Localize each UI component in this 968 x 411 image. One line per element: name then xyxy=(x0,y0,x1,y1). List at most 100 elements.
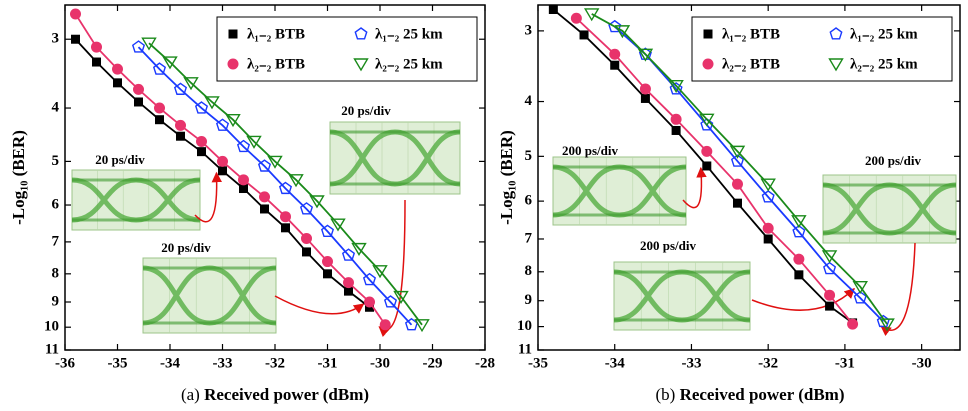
marker xyxy=(322,256,333,267)
marker xyxy=(847,319,858,330)
marker xyxy=(217,156,228,167)
y-tick-label: 4 xyxy=(525,93,533,109)
x-tick-label: -30 xyxy=(370,355,390,371)
marker xyxy=(154,103,165,114)
x-tick-label: -33 xyxy=(213,355,233,371)
marker xyxy=(176,132,185,141)
marker xyxy=(794,270,803,279)
marker xyxy=(702,161,711,170)
x-tick-label: -29 xyxy=(423,355,443,371)
y-tick-label: 10 xyxy=(517,318,532,334)
y-tick-label: 5 xyxy=(52,153,60,169)
x-tick-label: -31 xyxy=(318,355,338,371)
marker xyxy=(793,254,804,265)
legend-marker xyxy=(228,59,239,70)
marker xyxy=(732,179,743,190)
x-tick-label: -32 xyxy=(758,355,778,371)
x-axis-label: Received power (dBm) xyxy=(680,385,845,404)
marker xyxy=(824,290,835,301)
legend-label: λ₂₋₂ 25 km xyxy=(375,56,443,72)
marker xyxy=(580,30,589,39)
marker xyxy=(133,84,144,95)
marker xyxy=(701,146,712,157)
marker xyxy=(239,184,248,193)
marker xyxy=(609,49,620,60)
y-tick-label: 6 xyxy=(52,196,60,212)
legend-label: λ₁₋₂ 25 km xyxy=(850,26,918,42)
marker xyxy=(641,94,650,103)
marker xyxy=(134,97,143,106)
panel: -35-34-33-32-31-3034567891011-Log₁₀ (BER… xyxy=(497,5,960,404)
marker xyxy=(259,191,270,202)
marker xyxy=(763,223,774,234)
marker xyxy=(671,114,682,125)
y-tick-label: 7 xyxy=(525,230,533,246)
legend-label: λ₁₋₂ BTB xyxy=(247,26,305,42)
marker xyxy=(155,115,164,124)
legend-label: λ₂₋₂ 25 km xyxy=(850,56,918,72)
x-tick-label: -33 xyxy=(681,355,701,371)
y-tick-label: 6 xyxy=(525,193,533,209)
eye-label: 200 ps/div xyxy=(640,238,696,253)
y-tick-label: 9 xyxy=(525,292,533,308)
legend-label: λ₂₋₂ BTB xyxy=(247,56,305,72)
x-tick-label: -36 xyxy=(55,355,75,371)
marker xyxy=(364,297,375,308)
x-tick-label: -34 xyxy=(160,355,180,371)
marker xyxy=(640,83,651,94)
x-tick-label: -31 xyxy=(835,355,855,371)
marker xyxy=(825,302,834,311)
x-axis-label: Received power (dBm) xyxy=(204,385,369,404)
y-tick-label: 4 xyxy=(52,99,60,115)
legend-marker xyxy=(703,59,714,70)
marker xyxy=(71,35,80,44)
marker xyxy=(610,61,619,70)
marker xyxy=(343,277,354,288)
marker xyxy=(196,136,207,147)
panel-label: (a) xyxy=(181,385,200,404)
legend-label: λ₁₋₂ 25 km xyxy=(375,26,443,42)
marker xyxy=(175,120,186,131)
arrow xyxy=(379,200,405,330)
eye-label: 200 ps/div xyxy=(865,153,921,168)
marker xyxy=(91,42,102,53)
y-tick-label: 9 xyxy=(52,293,60,309)
marker xyxy=(323,269,332,278)
marker xyxy=(764,234,773,243)
y-tick-label: 8 xyxy=(52,265,60,281)
x-tick-label: -28 xyxy=(475,355,495,371)
marker xyxy=(302,247,311,256)
eye-label: 20 ps/div xyxy=(341,103,391,118)
x-axis-caption: (b) Received power (dBm) xyxy=(655,385,844,404)
y-tick-label: 7 xyxy=(52,233,60,249)
x-tick-label: -35 xyxy=(528,355,548,371)
eye-label: 20 ps/div xyxy=(95,152,145,167)
marker xyxy=(672,126,681,135)
marker xyxy=(571,13,582,24)
x-axis-caption: (a) Received power (dBm) xyxy=(181,385,369,404)
y-tick-label: 3 xyxy=(52,31,60,47)
figure: -36 -35 -34 -33 -32 -31 -30 -29 -28 3 4 5 6 7 8 9 10 11 -L… xyxy=(0,0,968,411)
marker xyxy=(380,319,391,330)
marker xyxy=(733,199,742,208)
eye-label: 20 ps/div xyxy=(161,240,211,255)
legend-marker xyxy=(704,30,713,39)
y-tick-label: 5 xyxy=(525,148,533,164)
marker xyxy=(218,166,227,175)
panel: -36-35-34-33-32-31-30-29-2834567891011-L… xyxy=(9,5,495,404)
x-tick-label: -35 xyxy=(108,355,128,371)
x-tick-label: -34 xyxy=(605,355,625,371)
legend-marker xyxy=(229,30,238,39)
legend-label: λ₂₋₂ BTB xyxy=(722,56,780,72)
marker xyxy=(281,223,290,232)
x-tick-label: -32 xyxy=(265,355,285,371)
marker xyxy=(197,147,206,156)
y-tick-label: 11 xyxy=(45,341,59,357)
marker xyxy=(112,64,123,75)
marker xyxy=(133,41,144,52)
y-tick-label: 3 xyxy=(525,22,533,38)
marker xyxy=(280,211,291,222)
y-axis-label: -Log₁₀ (BER) xyxy=(497,130,516,225)
arrow xyxy=(275,296,364,314)
y-tick-label: 10 xyxy=(44,319,59,335)
